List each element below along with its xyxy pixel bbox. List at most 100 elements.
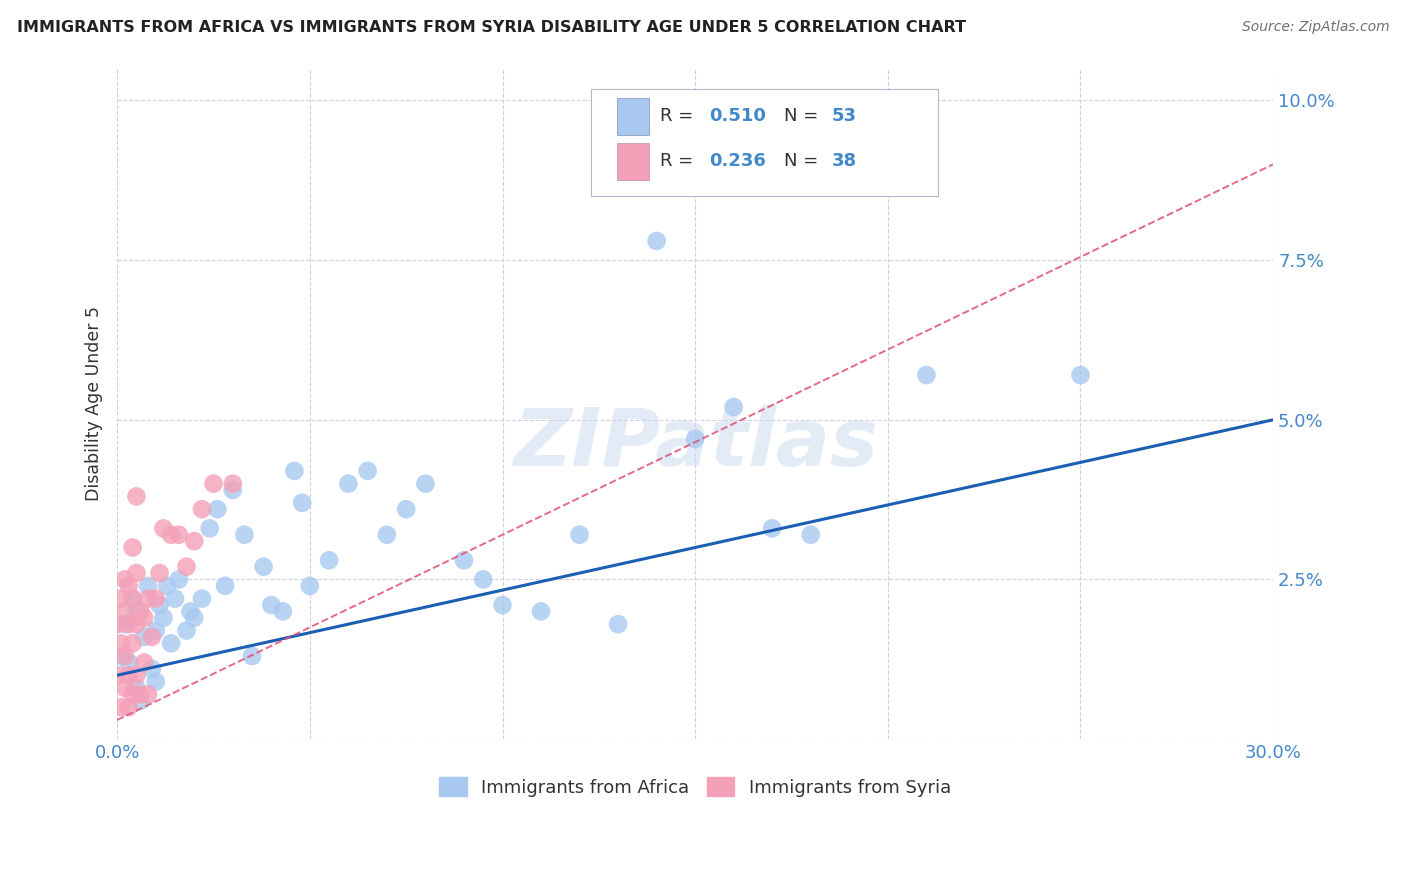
Point (183, 611, 205, 625)
Point (129, 687, 152, 701)
Text: R =: R = (661, 153, 700, 170)
Point (191, 502, 214, 516)
Text: 53: 53 (831, 107, 856, 126)
Point (152, 521, 174, 535)
Point (145, 674, 167, 689)
Point (291, 496, 314, 510)
Point (105, 617, 128, 632)
Point (134, 656, 156, 670)
Point (121, 591, 143, 606)
Point (207, 502, 229, 516)
Point (260, 598, 283, 612)
Point (118, 617, 141, 632)
Point (129, 694, 152, 708)
Point (118, 700, 141, 714)
Point (114, 604, 136, 618)
Point (252, 559, 274, 574)
Point (179, 604, 201, 618)
Point (183, 534, 205, 549)
Text: R =: R = (661, 107, 700, 126)
Text: 0.236: 0.236 (709, 153, 766, 170)
Point (233, 527, 256, 541)
Point (121, 687, 143, 701)
Point (167, 573, 190, 587)
Point (110, 700, 132, 714)
Point (395, 502, 418, 516)
Point (472, 573, 495, 587)
Point (530, 604, 553, 618)
Point (136, 591, 159, 606)
Text: IMMIGRANTS FROM AFRICA VS IMMIGRANTS FROM SYRIA DISABILITY AGE UNDER 5 CORRELATI: IMMIGRANTS FROM AFRICA VS IMMIGRANTS FRO… (17, 20, 966, 35)
Text: 0.510: 0.510 (709, 107, 766, 126)
Point (375, 527, 398, 541)
Point (125, 604, 148, 618)
Point (160, 527, 183, 541)
Point (136, 687, 159, 701)
Point (356, 464, 378, 478)
Legend: Immigrants from Africa, Immigrants from Syria: Immigrants from Africa, Immigrants from … (432, 770, 957, 804)
Point (191, 591, 214, 606)
Point (145, 624, 167, 638)
Point (121, 636, 143, 650)
Point (568, 527, 591, 541)
Text: N =: N = (785, 107, 824, 126)
Point (118, 579, 141, 593)
Point (214, 579, 236, 593)
Point (114, 681, 136, 695)
Point (222, 483, 245, 497)
Point (118, 656, 141, 670)
Text: N =: N = (785, 153, 824, 170)
Point (110, 636, 132, 650)
Point (800, 527, 823, 541)
Point (141, 630, 163, 644)
Point (134, 611, 156, 625)
Point (110, 649, 132, 664)
Point (240, 649, 263, 664)
Y-axis label: Disability Age Under 5: Disability Age Under 5 (86, 306, 103, 501)
Text: 38: 38 (831, 153, 856, 170)
Point (337, 476, 360, 491)
Point (1069, 368, 1091, 382)
Point (163, 591, 186, 606)
Point (136, 579, 159, 593)
Point (105, 668, 128, 682)
Point (607, 617, 630, 632)
FancyBboxPatch shape (591, 88, 938, 196)
Point (318, 553, 340, 567)
Point (683, 432, 706, 446)
Point (222, 476, 245, 491)
Point (198, 521, 221, 535)
Point (723, 400, 745, 414)
Point (125, 490, 148, 504)
Text: ZIPatlas: ZIPatlas (513, 405, 877, 483)
Point (125, 681, 148, 695)
Point (160, 636, 183, 650)
Point (148, 566, 170, 580)
Point (176, 624, 198, 638)
Point (121, 591, 143, 606)
Point (118, 668, 141, 682)
Point (415, 476, 437, 491)
FancyBboxPatch shape (617, 143, 650, 180)
Point (134, 630, 156, 644)
Point (121, 541, 143, 555)
Point (167, 527, 190, 541)
Point (271, 604, 294, 618)
Point (141, 662, 163, 676)
Point (156, 579, 179, 593)
Point (145, 591, 167, 606)
Point (125, 668, 148, 682)
Point (176, 559, 198, 574)
Point (453, 553, 475, 567)
Point (114, 649, 136, 664)
FancyBboxPatch shape (617, 98, 650, 135)
Point (915, 368, 938, 382)
Point (114, 617, 136, 632)
Text: Source: ZipAtlas.com: Source: ZipAtlas.com (1241, 20, 1389, 34)
Point (129, 604, 152, 618)
Point (283, 464, 305, 478)
Point (148, 598, 170, 612)
Point (491, 598, 513, 612)
Point (125, 566, 148, 580)
Point (298, 579, 321, 593)
